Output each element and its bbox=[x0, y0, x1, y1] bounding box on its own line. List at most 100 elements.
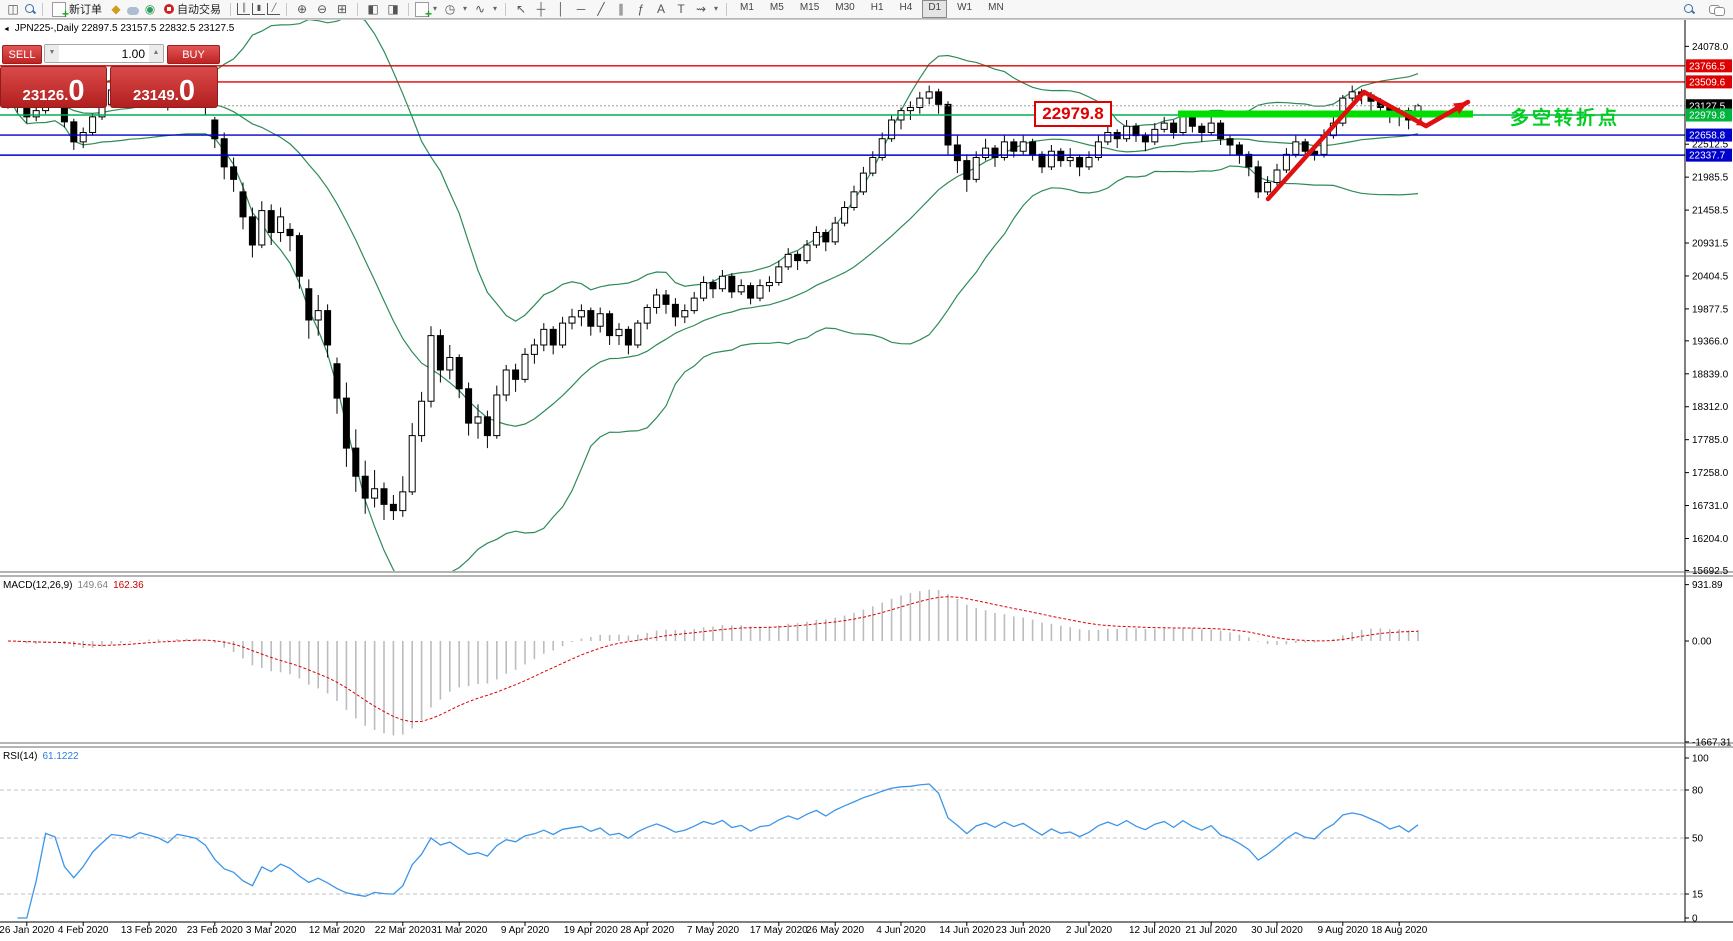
date-tick-label[interactable]: 30 Jul 2020 bbox=[1251, 925, 1303, 936]
candle-body bbox=[483, 416, 491, 437]
candle-body bbox=[935, 91, 943, 105]
price-tag-text: 22979.8 bbox=[1689, 111, 1726, 122]
cursor-icon[interactable]: ↖ bbox=[515, 2, 527, 16]
date-tick-label[interactable]: 13 Feb 2020 bbox=[121, 925, 178, 936]
volume-stepper[interactable]: ▼ 1.00 ▲ bbox=[44, 44, 164, 63]
zoom-out-icon[interactable]: ⊖ bbox=[316, 2, 328, 16]
timeframe-button-m30[interactable]: M30 bbox=[835, 2, 855, 13]
date-tick-label[interactable]: 12 Mar 2020 bbox=[309, 925, 366, 936]
date-tick-label[interactable]: 19 Apr 2020 bbox=[564, 925, 618, 936]
collapse-panel-icon[interactable]: ◄ bbox=[3, 26, 10, 33]
text-icon[interactable]: A bbox=[656, 2, 665, 16]
add-indicator-icon[interactable] bbox=[415, 1, 432, 21]
toolbar-separator bbox=[230, 2, 231, 16]
turning-point-note[interactable]: 多空转折点 bbox=[1510, 108, 1621, 129]
channel-icon[interactable]: ∥ bbox=[618, 2, 624, 16]
date-tick-label[interactable]: 14 Jun 2020 bbox=[939, 925, 994, 936]
date-tick-label[interactable]: 28 Apr 2020 bbox=[620, 925, 674, 936]
candle-body bbox=[380, 488, 388, 505]
date-tick-label[interactable]: 26 May 2020 bbox=[806, 925, 864, 936]
shapes-caret[interactable]: ▾ bbox=[713, 4, 718, 13]
date-tick-label[interactable]: 2 Jul 2020 bbox=[1066, 925, 1113, 936]
preview-icon[interactable] bbox=[24, 3, 36, 15]
candle-body bbox=[540, 328, 548, 346]
buy-button[interactable]: BUY bbox=[167, 45, 220, 64]
label-icon[interactable]: T bbox=[677, 2, 685, 16]
date-tick-label[interactable]: 12 Jul 2020 bbox=[1129, 925, 1181, 936]
sell-price-button[interactable]: 23126. 0 bbox=[0, 66, 107, 108]
date-tick-label[interactable]: 22 Mar 2020 bbox=[375, 925, 432, 936]
timeframe-button-m5[interactable]: M5 bbox=[769, 2, 784, 13]
buy-price-button[interactable]: 23149. 0 bbox=[110, 66, 218, 108]
date-tick-label[interactable]: 4 Feb 2020 bbox=[58, 925, 109, 936]
indicators-caret[interactable]: ▾ bbox=[432, 4, 437, 13]
metaeditor-icon[interactable]: ◆ bbox=[111, 2, 121, 16]
timeframe-button-m15[interactable]: M15 bbox=[799, 2, 820, 13]
date-tick-label[interactable]: 7 May 2020 bbox=[687, 925, 740, 936]
marketwatch-icon[interactable] bbox=[127, 6, 139, 15]
timeframe-button-w1[interactable]: W1 bbox=[957, 2, 973, 13]
periods-caret[interactable]: ▾ bbox=[462, 4, 467, 13]
candle-body bbox=[1104, 131, 1112, 143]
horizontal-line-icon[interactable]: ─ bbox=[576, 2, 586, 16]
price-level-tag[interactable]: 22979.8 bbox=[1034, 101, 1112, 127]
volume-value[interactable]: 1.00 bbox=[121, 46, 145, 61]
candle-body bbox=[841, 206, 849, 224]
search-icon[interactable] bbox=[1683, 3, 1695, 15]
trend-segment[interactable] bbox=[1265, 89, 1367, 202]
date-tick-label[interactable]: 9 Apr 2020 bbox=[501, 925, 550, 936]
price-tag-text: 23127.5 bbox=[1689, 101, 1726, 112]
candle-body bbox=[916, 97, 924, 108]
date-tick-label[interactable]: 23 Feb 2020 bbox=[187, 925, 244, 936]
zoom-in-icon[interactable]: ⊕ bbox=[296, 2, 308, 16]
candle-body bbox=[474, 416, 482, 424]
trendline-icon[interactable]: ╱ bbox=[597, 2, 605, 16]
candle-body bbox=[737, 285, 745, 293]
date-tick-label[interactable]: 9 Aug 2020 bbox=[1317, 925, 1368, 936]
candle-body bbox=[559, 322, 567, 346]
date-tick-label[interactable]: 31 Mar 2020 bbox=[431, 925, 488, 936]
date-tick-label[interactable]: 3 Mar 2020 bbox=[246, 925, 297, 936]
crosshair-icon[interactable]: ┼ bbox=[536, 2, 546, 16]
fibonacci-icon[interactable]: ƒ bbox=[637, 2, 645, 16]
candlestick-icon[interactable]: ▮ bbox=[252, 3, 265, 15]
auto-arrange-icon[interactable]: ◧ bbox=[367, 2, 379, 16]
macd-value-signal: 162.36 bbox=[113, 580, 144, 591]
timeframe-button-m1[interactable]: M1 bbox=[740, 2, 754, 13]
vertical-line-icon[interactable]: │ bbox=[557, 2, 565, 16]
periods-clock-icon[interactable]: ◷ bbox=[444, 2, 456, 16]
timeframe-button-h1[interactable]: H1 bbox=[870, 2, 884, 13]
timeframe-button-mn[interactable]: MN bbox=[988, 2, 1004, 13]
tile-windows-icon[interactable]: ⊞ bbox=[336, 2, 348, 16]
sell-price-dot: . bbox=[64, 87, 69, 104]
timeframe-button-d1[interactable]: D1 bbox=[922, 0, 948, 18]
volume-increase-button[interactable]: ▲ bbox=[149, 45, 163, 62]
candle-body bbox=[1273, 169, 1281, 183]
arrange-windows-icon[interactable]: ◨ bbox=[387, 2, 399, 16]
bar-chart-icon[interactable]: ║ bbox=[237, 3, 250, 15]
date-tick-label[interactable]: 17 May 2020 bbox=[750, 925, 808, 936]
new-order-button[interactable]: 新订单 bbox=[49, 1, 105, 21]
date-tick-label[interactable]: 21 Jul 2020 bbox=[1185, 925, 1237, 936]
templates-icon[interactable]: ∿ bbox=[474, 2, 486, 16]
chart-window-icon[interactable]: ◫ bbox=[7, 2, 19, 16]
timeframe-button-h4[interactable]: H4 bbox=[899, 2, 913, 13]
autotrading-button[interactable]: 自动交易 bbox=[161, 1, 224, 17]
date-tick-label[interactable]: 18 Aug 2020 bbox=[1371, 925, 1428, 936]
templates-caret[interactable]: ▾ bbox=[492, 4, 497, 13]
trend-segment[interactable] bbox=[1361, 89, 1429, 129]
volume-decrease-button[interactable]: ▼ bbox=[45, 45, 59, 62]
sell-button[interactable]: SELL bbox=[2, 45, 42, 64]
date-tick-label[interactable]: 4 Jun 2020 bbox=[876, 925, 926, 936]
date-tick-label[interactable]: 23 Jun 2020 bbox=[996, 925, 1051, 936]
signals-icon[interactable]: ◉ bbox=[144, 2, 156, 16]
chat-icon[interactable] bbox=[1709, 4, 1725, 16]
buy-price-dot: . bbox=[174, 87, 179, 104]
date-tick-label[interactable]: 26 Jan 2020 bbox=[0, 925, 55, 936]
line-chart-icon[interactable]: ╱ bbox=[267, 3, 280, 15]
candle-body bbox=[248, 216, 256, 246]
shapes-icon[interactable]: ⇝ bbox=[695, 2, 707, 16]
trend-arrowhead bbox=[1453, 102, 1468, 115]
candle-body bbox=[1047, 150, 1055, 168]
